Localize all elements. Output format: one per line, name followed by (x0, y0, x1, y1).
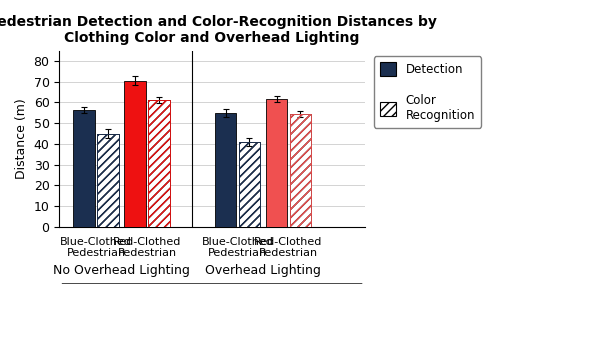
Legend: Detection, Color
Recognition: Detection, Color Recognition (374, 56, 481, 128)
Bar (239, 142, 260, 227)
Title: Pedestrian Detection and Color-Recognition Distances by
Clothing Color and Overh: Pedestrian Detection and Color-Recogniti… (0, 15, 437, 45)
Bar (290, 114, 311, 227)
Text: Overhead Lighting: Overhead Lighting (205, 264, 321, 277)
Bar (124, 81, 146, 227)
Bar (266, 99, 287, 227)
Bar (148, 100, 169, 227)
Y-axis label: Distance (m): Distance (m) (15, 98, 28, 179)
Bar (148, 100, 169, 227)
Bar (73, 110, 95, 227)
Bar (290, 114, 311, 227)
Bar (215, 113, 236, 227)
Bar (97, 134, 119, 227)
Bar (97, 134, 119, 227)
Text: No Overhead Lighting: No Overhead Lighting (53, 264, 190, 277)
Bar (239, 142, 260, 227)
